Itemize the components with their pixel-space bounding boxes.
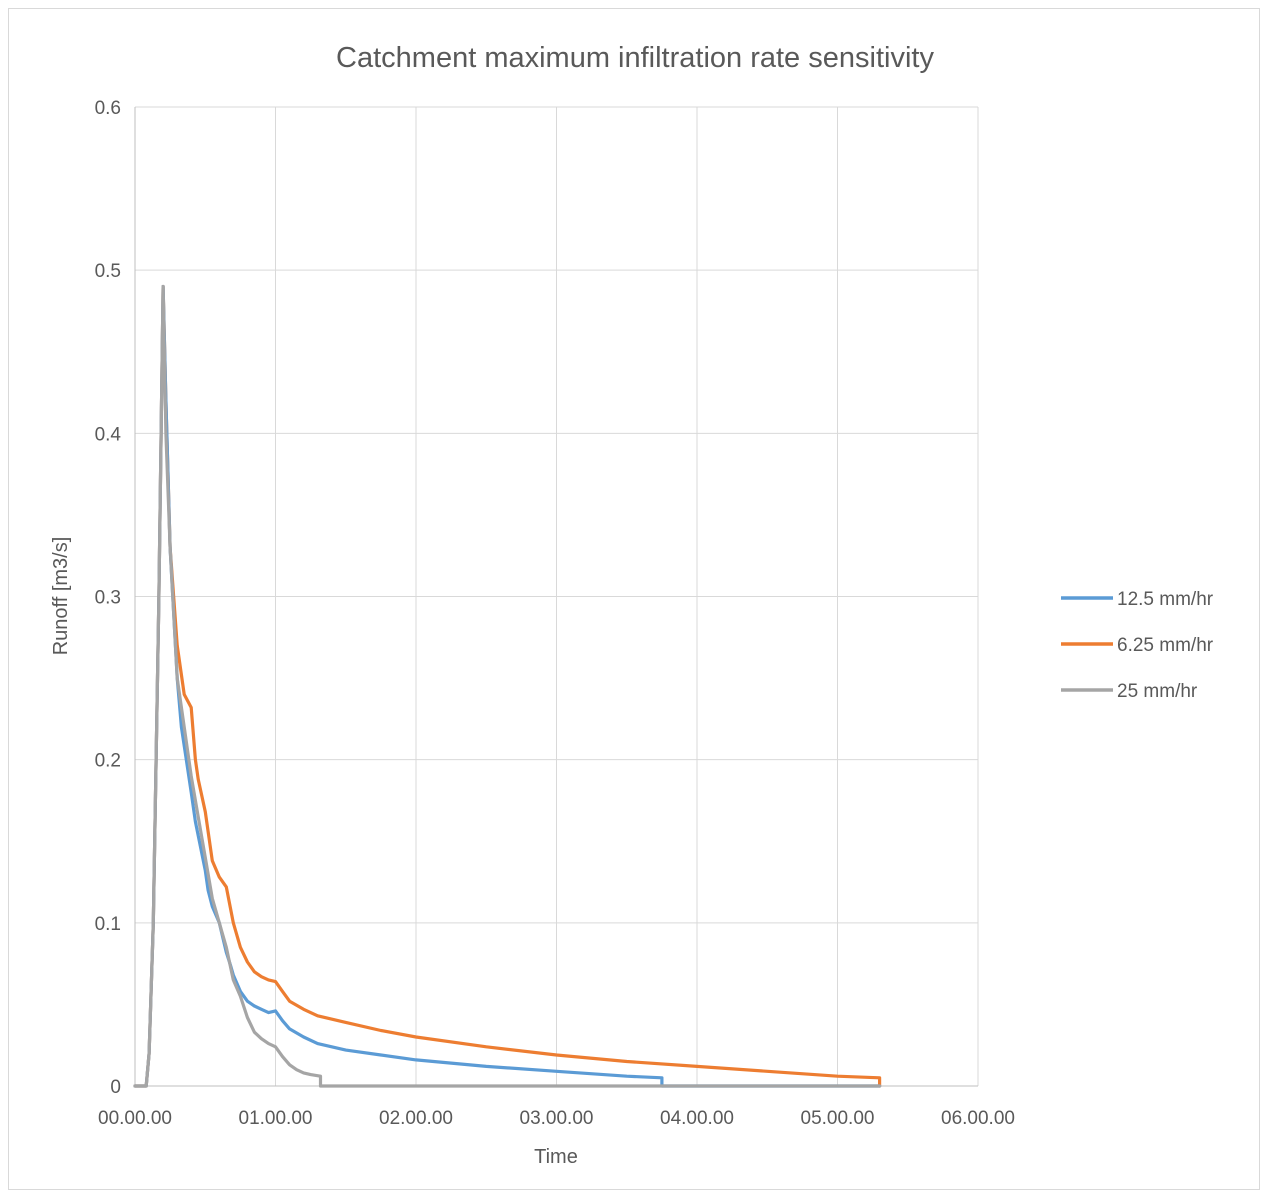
y-tick-label: 0.1 bbox=[95, 914, 121, 935]
chart-frame: 0 0.1 0.2 0.3 0.4 0.5 0.6 00.00.00 01.00.00 02.00… bbox=[8, 8, 1260, 1190]
x-tick-label: 01.00.00 bbox=[239, 1108, 313, 1129]
x-tick-label: 02.00.00 bbox=[379, 1108, 453, 1129]
x-tick-label: 04.00.00 bbox=[660, 1108, 734, 1129]
series-layer bbox=[133, 284, 882, 1088]
x-tick-label: 00.00.00 bbox=[98, 1108, 172, 1129]
series-line-1 bbox=[133, 284, 882, 1088]
series-line-2 bbox=[133, 284, 882, 1088]
y-tick-label: 0.4 bbox=[95, 424, 122, 445]
legend-label: 25 mm/hr bbox=[1117, 681, 1198, 702]
x-tick-label: 03.00.00 bbox=[520, 1108, 594, 1129]
y-tick-label: 0.5 bbox=[95, 261, 121, 282]
y-tick-label: 0.2 bbox=[95, 751, 121, 772]
legend-label: 6.25 mm/hr bbox=[1117, 635, 1214, 656]
y-tick-label: 0.3 bbox=[95, 588, 121, 609]
y-tick-label: 0.6 bbox=[95, 98, 121, 119]
chart-title: Catchment maximum infiltration rate sens… bbox=[336, 42, 934, 74]
y-axis-label: Runoff [m3/s] bbox=[50, 537, 72, 656]
x-tick-label: 06.00.00 bbox=[941, 1108, 1015, 1129]
grid-layer bbox=[135, 106, 979, 1086]
y-tick-label: 0 bbox=[110, 1077, 121, 1098]
legend-label: 12.5 mm/hr bbox=[1117, 589, 1214, 610]
line-chart: 0 0.1 0.2 0.3 0.4 0.5 0.6 00.00.00 01.00.00 02.00… bbox=[50, 42, 1214, 1168]
x-axis-label: Time bbox=[534, 1146, 578, 1168]
series-line-0 bbox=[133, 284, 882, 1088]
axis-layer: 0 0.1 0.2 0.3 0.4 0.5 0.6 00.00.00 01.00.00 02.00… bbox=[95, 98, 1015, 1129]
x-tick-label: 05.00.00 bbox=[801, 1108, 875, 1129]
legend: 12.5 mm/hr 6.25 mm/hr 25 mm/hr bbox=[1061, 589, 1214, 702]
